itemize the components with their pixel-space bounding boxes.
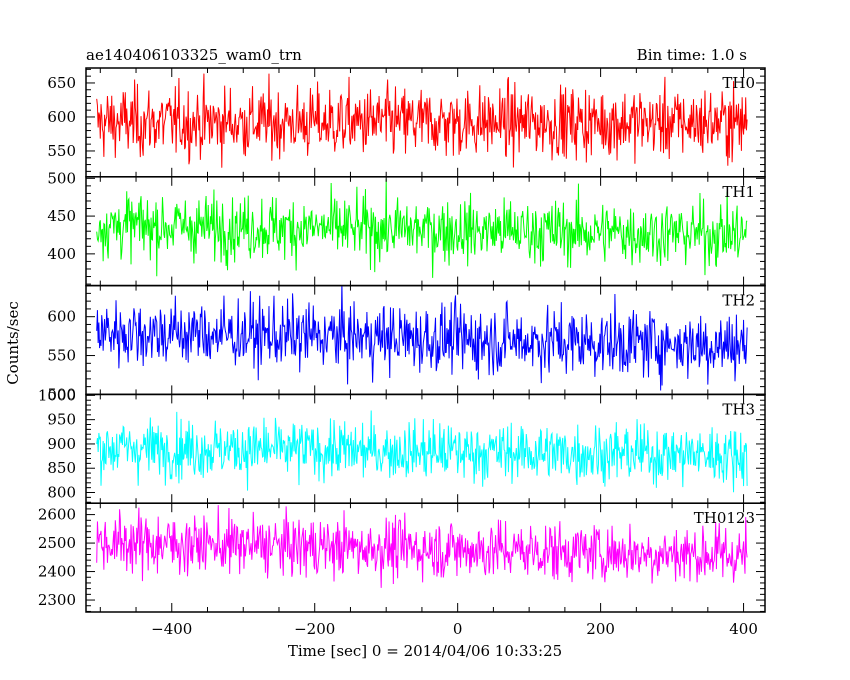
panel-th0123: 2300 2400 2500 2600 TH0123 bbox=[38, 502, 766, 613]
x-tick-label: 400 bbox=[729, 620, 758, 638]
x-axis-label: Time [sec] 0 = 2014/04/06 10:33:25 bbox=[288, 642, 562, 660]
panel-label: TH2 bbox=[722, 292, 755, 310]
x-tick-label: −400 bbox=[151, 620, 192, 638]
y-tick-label: 500 bbox=[47, 385, 76, 403]
series-th1 bbox=[96, 179, 748, 278]
y-tick-label: 450 bbox=[47, 207, 76, 225]
y-tick-label: 2600 bbox=[38, 506, 76, 524]
panel-label: TH3 bbox=[722, 400, 755, 418]
y-tick-label: 1000 bbox=[38, 386, 76, 404]
y-tick-label: 400 bbox=[47, 245, 76, 263]
x-tick-label: 200 bbox=[586, 620, 615, 638]
panel-frame bbox=[85, 502, 766, 613]
series-th2 bbox=[96, 285, 748, 391]
panel-th2: 500 550 600 TH2 bbox=[47, 284, 766, 403]
y-tick-label: 600 bbox=[47, 308, 76, 326]
panel-label: TH1 bbox=[722, 183, 755, 201]
y-tick-label: 2500 bbox=[38, 534, 76, 552]
y-tick-label: 550 bbox=[47, 347, 76, 365]
chart-title: ae140406103325_wam0_trn bbox=[86, 46, 302, 64]
series-th0 bbox=[96, 73, 748, 168]
panel-label: TH0 bbox=[722, 74, 755, 92]
bin-time-label: Bin time: 1.0 s bbox=[637, 46, 747, 64]
series-th0123 bbox=[96, 505, 748, 588]
y-tick-label: 550 bbox=[47, 142, 76, 160]
y-tick-label: 950 bbox=[47, 411, 76, 429]
x-tick-label: 0 bbox=[453, 620, 463, 638]
y-tick-label: 2300 bbox=[38, 591, 76, 609]
y-tick-label: 900 bbox=[47, 435, 76, 453]
y-tick-label: 800 bbox=[47, 484, 76, 502]
y-tick-label: 650 bbox=[47, 74, 76, 92]
series-th3 bbox=[96, 410, 748, 493]
y-tick-label: 2400 bbox=[38, 563, 76, 581]
x-tick-label: −200 bbox=[294, 620, 335, 638]
panel-label: TH0123 bbox=[694, 509, 755, 527]
y-axis-label: Counts/sec bbox=[4, 301, 22, 385]
panel-th0: 550 600 650 TH0 bbox=[47, 67, 766, 178]
panel-th1: 400 450 500 TH1 bbox=[47, 169, 766, 287]
panel-th3: 800 850 900 950 1000 TH3 bbox=[38, 386, 766, 504]
y-tick-label: 850 bbox=[47, 459, 76, 477]
y-tick-label: 600 bbox=[47, 108, 76, 126]
y-tick-label: 500 bbox=[47, 169, 76, 187]
